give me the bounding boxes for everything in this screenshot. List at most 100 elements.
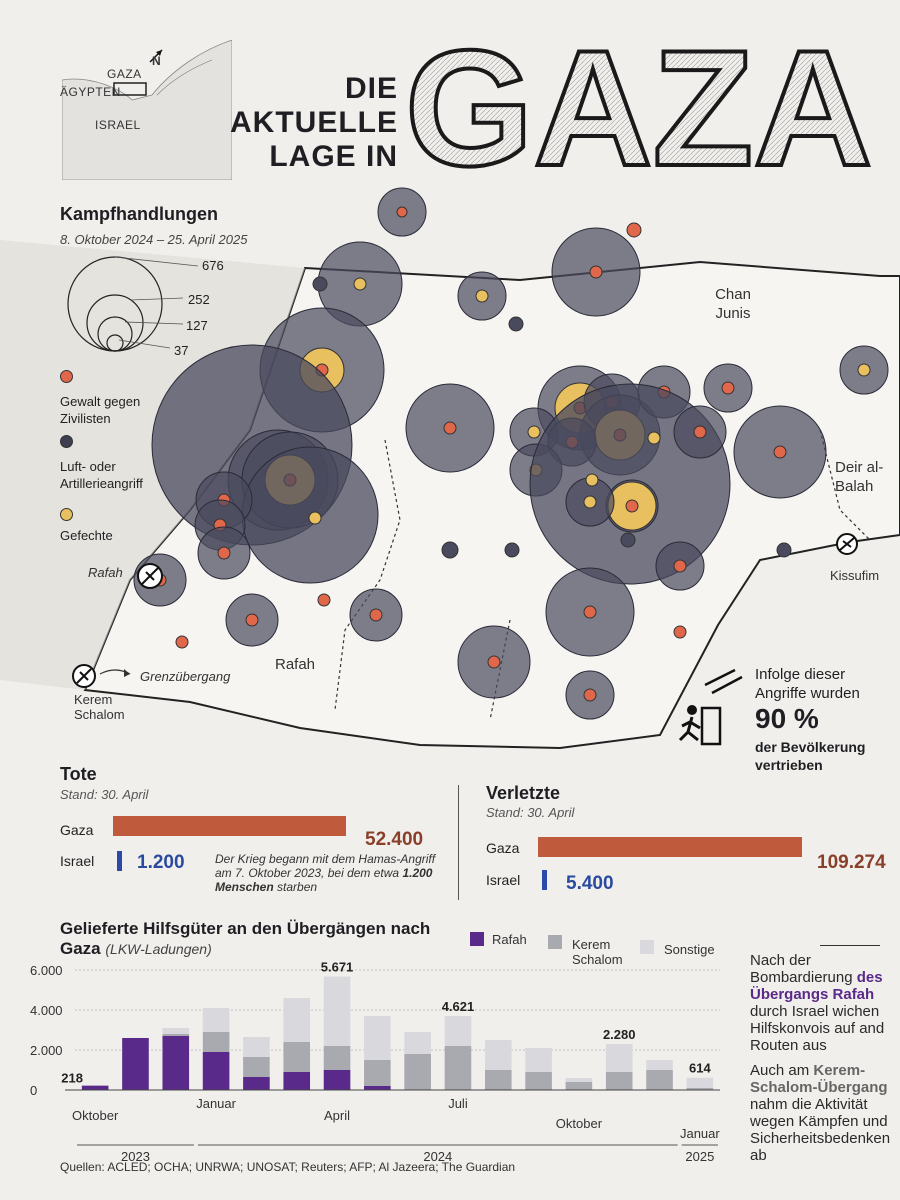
- side-note-p1-b: durch Israel wichen Hilfskonvois auf and…: [750, 1003, 885, 1054]
- bar-kerem-schalom: [243, 1057, 270, 1077]
- bar-kerem-schalom: [283, 1042, 311, 1072]
- bar-kerem-schalom: [686, 1088, 714, 1090]
- fight-marker: [353, 277, 367, 291]
- bar-rafah: [81, 1085, 109, 1090]
- civil-violence-marker: [583, 688, 597, 702]
- verletzte-gaza-bar: [538, 837, 802, 857]
- tote-israel-bar: [117, 851, 122, 871]
- legend-civil-label: Gewalt gegen Zivilisten: [60, 394, 141, 426]
- divider: [458, 785, 459, 900]
- map-bubble: [508, 316, 524, 332]
- map-bubble: [308, 511, 322, 525]
- gaza-marker: [113, 82, 147, 96]
- side-note-p2-b: nahm die Aktivität wegen Kämpfen und Sic…: [750, 1096, 891, 1164]
- fight-marker: [475, 289, 489, 303]
- x-tick-label: Januar: [680, 1126, 720, 1141]
- war-start-note: Der Krieg begann mit dem Hamas-Angriff a…: [215, 852, 455, 894]
- map-bubble: [776, 542, 792, 558]
- legend-sonstige-label: Sonstige: [664, 942, 715, 957]
- bar-sonstige: [323, 976, 351, 1046]
- verletzte-israel-label: Israel: [486, 872, 521, 888]
- bar-sonstige: [646, 1060, 673, 1070]
- bar-kerem-schalom: [404, 1054, 431, 1090]
- bar-kerem-schalom: [605, 1072, 633, 1090]
- map-bubble: [647, 431, 661, 445]
- side-note-rule: [820, 945, 880, 946]
- year-label: 2023: [121, 1149, 150, 1164]
- civil-violence-marker: [773, 445, 787, 459]
- legend-rafah-label: Rafah: [492, 932, 527, 947]
- map-bubble: [175, 635, 189, 649]
- chart-title-text: Gelieferte Hilfsgüter an den Übergängen …: [60, 919, 431, 958]
- crossing-kerem-schalom-icon: [72, 664, 96, 688]
- legend-subtitle: 8. Oktober 2024 – 25. April 2025: [60, 232, 248, 247]
- civil-violence-marker: [369, 608, 383, 622]
- legend-kerem-label: Kerem Schalom: [572, 937, 623, 967]
- size-label-127: 127: [186, 318, 208, 333]
- data-label: 4.621: [442, 999, 475, 1014]
- data-label: 614: [689, 1061, 711, 1076]
- page-title-prefix: DIE AKTUELLE LAGE IN: [230, 72, 398, 174]
- crossing-kissufim-icon: [836, 533, 858, 555]
- map-bubble: [317, 593, 331, 607]
- bar-sonstige: [404, 1032, 431, 1054]
- motion-lines-icon: [704, 668, 743, 695]
- title-line-2: AKTUELLE: [230, 106, 398, 139]
- legend-rafah-swatch: [470, 932, 484, 946]
- fight-marker: [583, 495, 597, 509]
- displaced-line-3: der Bevölkerung: [755, 739, 866, 755]
- civil-violence-marker: [245, 613, 259, 627]
- crossing-rafah-icon: [137, 563, 163, 589]
- bar-kerem-schalom: [565, 1082, 593, 1090]
- legend-fight-dot: [60, 508, 73, 521]
- verletzte-title: Verletzte: [486, 783, 561, 803]
- inset-label-north: N: [152, 54, 162, 68]
- bar-sonstige: [444, 1016, 472, 1046]
- bar-kerem-schalom: [646, 1070, 673, 1090]
- bar-sonstige: [202, 1008, 230, 1032]
- y-tick-label: 4.000: [30, 1003, 63, 1018]
- side-note-p1-a: Nach der Bombardierung: [750, 952, 853, 986]
- y-tick-label: 2.000: [30, 1043, 63, 1058]
- displaced-text-2: der Bevölkerung vertrieben: [755, 738, 865, 774]
- side-note-p2-bold: Kerem-Schalom-Übergang: [750, 1062, 888, 1096]
- tote-stand: Stand: 30. April: [60, 787, 149, 802]
- title-line-1: DIE: [344, 72, 398, 105]
- tote-gaza-bar: [113, 816, 346, 836]
- bar-rafah: [323, 1070, 351, 1090]
- civil-violence-marker: [693, 425, 707, 439]
- displaced-value: 90 %: [755, 703, 819, 734]
- bar-kerem-schalom: [364, 1060, 391, 1086]
- civil-violence-marker: [589, 265, 603, 279]
- bar-rafah: [243, 1077, 270, 1090]
- x-tick-label: Oktober: [556, 1116, 603, 1131]
- bar-sonstige: [283, 998, 311, 1042]
- place-chan-junis: Chan Junis: [715, 286, 751, 322]
- x-tick-label: Januar: [196, 1096, 236, 1111]
- size-legend: [67, 256, 199, 352]
- size-label-252: 252: [188, 292, 210, 307]
- chart-title: Gelieferte Hilfsgüter an den Übergängen …: [60, 919, 460, 959]
- legend-title: Kampfhandlungen: [60, 204, 218, 224]
- y-tick-label: 0: [30, 1083, 37, 1098]
- map-bubble: [504, 542, 520, 558]
- legend-air-dot: [60, 435, 73, 448]
- bar-kerem-schalom: [484, 1070, 512, 1090]
- civil-violence-marker: [396, 206, 408, 218]
- title-line-3: LAGE IN: [269, 140, 398, 173]
- displaced-line-4: vertrieben: [755, 757, 823, 773]
- year-label: 2025: [685, 1149, 714, 1164]
- conflict-map: [0, 187, 900, 750]
- map-bubble: [312, 276, 328, 292]
- size-label-37: 37: [174, 343, 189, 358]
- place-deir-al-balah: Deir al-Balah: [835, 459, 884, 495]
- title-gaza-text: GAZA: [405, 16, 872, 185]
- bar-sonstige: [364, 1016, 391, 1060]
- verletzte-gaza-value: 109.274: [817, 852, 886, 873]
- map-bubble: [620, 532, 636, 548]
- map-bubble: [626, 222, 642, 238]
- sources: Quellen: ACLED; OCHA; UNRWA; UNOSAT; Reu…: [60, 1160, 516, 1174]
- place-rafah-crossing: Rafah: [88, 565, 123, 580]
- legend-kerem-swatch: [548, 935, 562, 949]
- inset-label-israel: ISRAEL: [95, 118, 141, 132]
